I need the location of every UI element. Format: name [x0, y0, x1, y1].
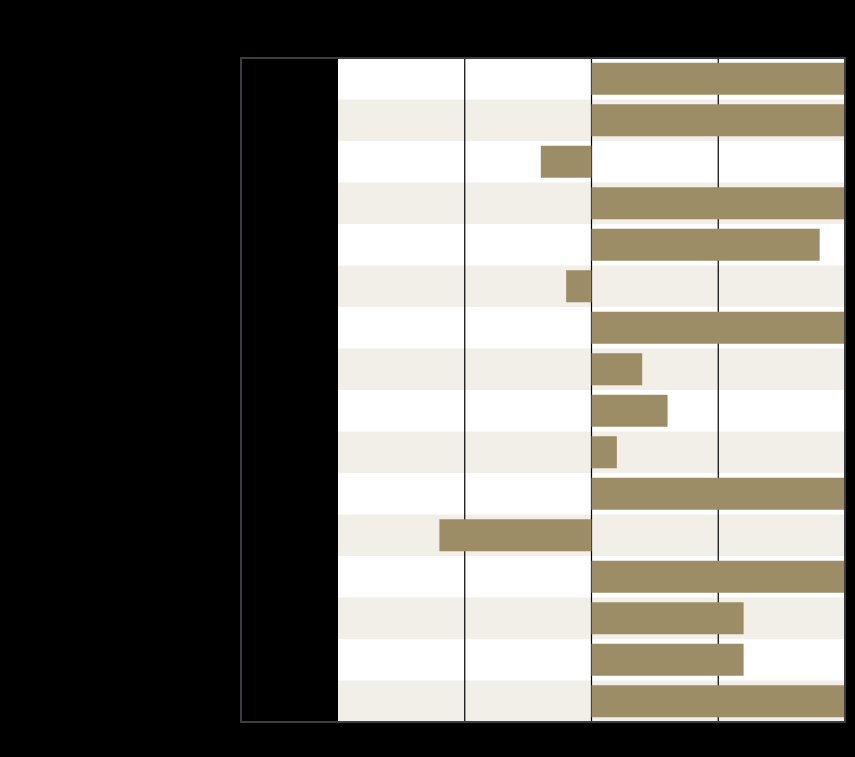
bar [591, 477, 845, 510]
bar [591, 104, 845, 137]
bar [566, 270, 592, 303]
bar [591, 311, 845, 344]
bar [439, 519, 592, 552]
bar [591, 228, 820, 261]
bar [591, 602, 744, 635]
bar [591, 685, 845, 718]
bar [591, 560, 845, 593]
bar [591, 187, 845, 220]
bar [591, 353, 643, 386]
bar [591, 394, 668, 427]
bar [591, 62, 845, 95]
bar [591, 643, 744, 676]
bar [540, 145, 592, 178]
bar [591, 436, 617, 469]
bars [439, 62, 845, 718]
label-column [241, 58, 338, 722]
frame [240, 57, 846, 723]
